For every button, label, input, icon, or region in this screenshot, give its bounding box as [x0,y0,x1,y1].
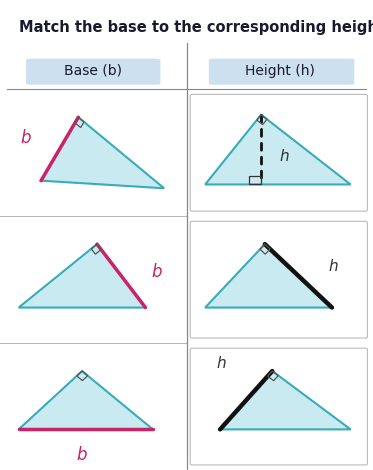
Text: Match the base to the corresponding height.: Match the base to the corresponding heig… [19,20,373,34]
Text: h: h [216,356,226,371]
FancyBboxPatch shape [26,59,160,85]
Text: b: b [21,128,31,147]
Text: Base (b): Base (b) [64,64,122,78]
Text: h: h [280,149,289,164]
Text: b: b [77,446,87,464]
Polygon shape [205,244,332,307]
Polygon shape [205,115,351,184]
Polygon shape [220,371,351,430]
Polygon shape [19,371,153,430]
Text: b: b [151,263,162,281]
Polygon shape [19,244,145,307]
FancyBboxPatch shape [209,59,354,85]
Text: h: h [328,259,338,274]
FancyBboxPatch shape [190,348,367,465]
Polygon shape [41,117,164,188]
FancyBboxPatch shape [190,94,367,211]
Text: Height (h): Height (h) [245,64,315,78]
FancyBboxPatch shape [190,221,367,338]
